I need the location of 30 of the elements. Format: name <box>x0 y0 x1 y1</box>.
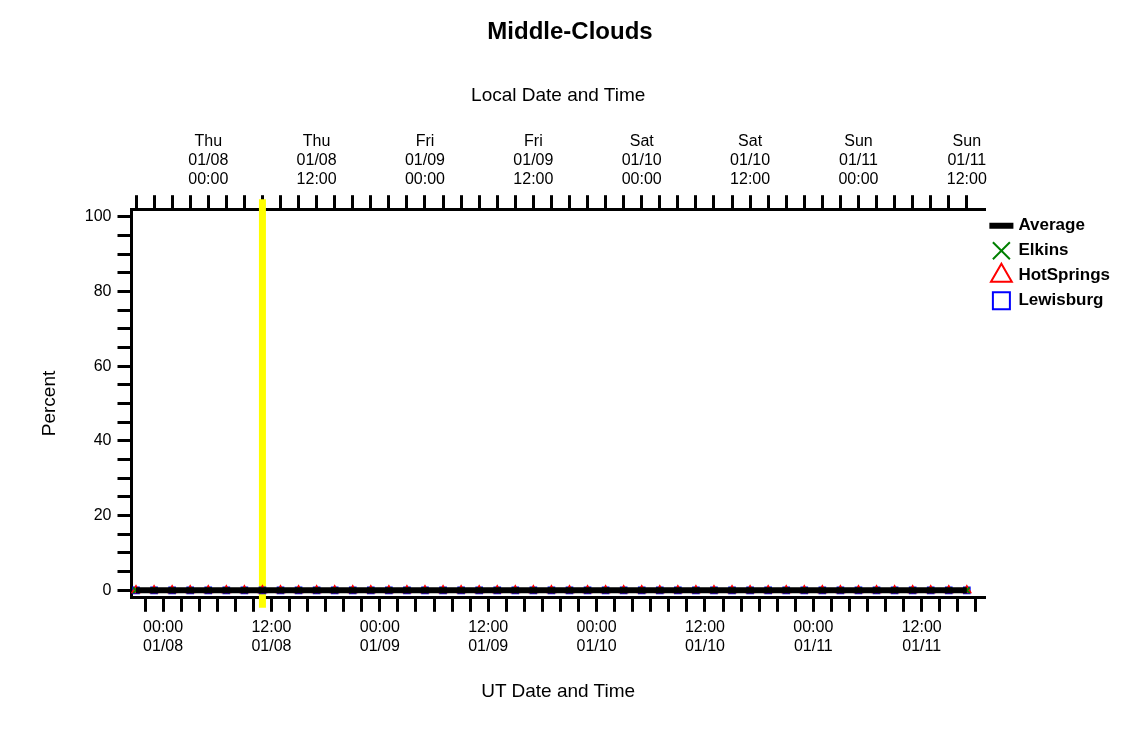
x-tick-label: 00:00 01/08 <box>143 617 184 655</box>
y-tick-label: 40 <box>93 431 112 449</box>
y-tick-label: 0 <box>102 580 112 598</box>
x2-tick-label: Sat 01/10 00:00 <box>621 131 662 188</box>
legend-label: Elkins <box>1018 240 1069 260</box>
x2-tick-label: Fri 01/09 00:00 <box>404 131 446 188</box>
x-tick-label: 12:00 01/08 <box>251 617 292 655</box>
x-tick-label: 12:00 01/11 <box>901 617 942 655</box>
x2-tick-label: Thu 01/08 12:00 <box>296 131 337 188</box>
legend-label: HotSprings <box>1018 265 1110 285</box>
x-axis-title: UT Date and Time <box>481 679 636 701</box>
y-tick-label: 20 <box>93 506 112 523</box>
x2-axis-title: Local Date and Time <box>471 84 646 106</box>
x2-tick-label: Sat 01/10 12:00 <box>730 131 771 188</box>
x-tick-label: 00:00 01/11 <box>793 617 834 655</box>
legend-label: Lewisburg <box>1018 290 1104 310</box>
y-tick-label: 60 <box>93 356 112 374</box>
y-axis-title: Percent <box>37 370 59 437</box>
y-tick-label: 100 <box>84 207 112 225</box>
x2-tick-label: Sun 01/11 00:00 <box>838 131 879 188</box>
x-tick-label: 12:00 01/09 <box>468 617 509 655</box>
x2-tick-label: Thu 01/08 00:00 <box>188 131 229 188</box>
y-tick-label: 80 <box>93 281 112 299</box>
x2-tick-label: Fri 01/09 12:00 <box>513 131 554 188</box>
chart-title: Middle-Clouds <box>487 17 653 45</box>
x2-tick-label: Sun 01/11 12:00 <box>946 131 987 188</box>
x-tick-label: 00:00 01/09 <box>359 617 400 655</box>
x-tick-label: 00:00 01/10 <box>576 617 617 655</box>
legend-label: Average <box>1018 215 1085 235</box>
x-tick-label: 12:00 01/10 <box>684 617 726 655</box>
